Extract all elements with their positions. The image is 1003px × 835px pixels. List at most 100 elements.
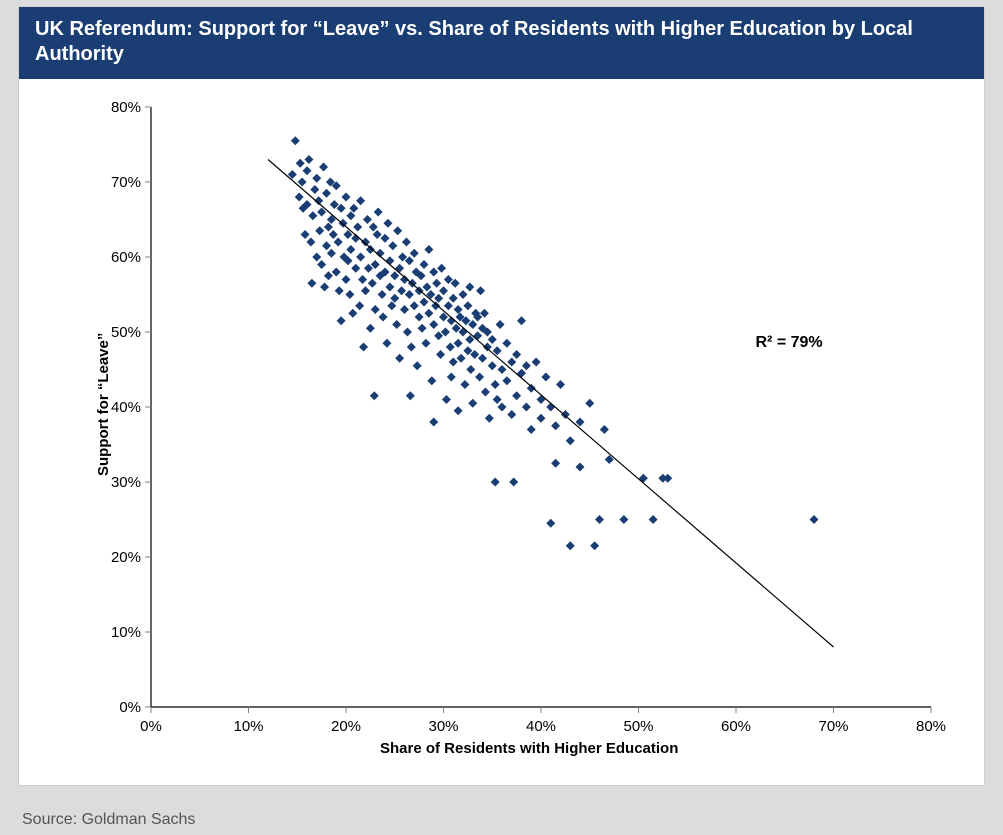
data-point bbox=[537, 414, 546, 423]
data-point bbox=[429, 320, 438, 329]
y-tick-label: 60% bbox=[111, 249, 141, 266]
data-point bbox=[319, 163, 328, 172]
data-point bbox=[600, 425, 609, 434]
y-tick-label: 40% bbox=[111, 399, 141, 416]
data-point bbox=[439, 286, 448, 295]
data-point bbox=[434, 294, 443, 303]
data-point bbox=[324, 223, 333, 232]
data-point bbox=[366, 245, 375, 254]
data-point bbox=[320, 283, 329, 292]
data-point bbox=[317, 260, 326, 269]
x-tick-label: 80% bbox=[916, 718, 946, 735]
data-point bbox=[595, 515, 604, 524]
data-point bbox=[427, 376, 436, 385]
data-point bbox=[429, 268, 438, 277]
data-point bbox=[442, 395, 451, 404]
data-point bbox=[466, 365, 475, 374]
data-point bbox=[475, 373, 484, 382]
data-point bbox=[447, 373, 456, 382]
data-point bbox=[407, 343, 416, 352]
data-point bbox=[488, 361, 497, 370]
x-tick-label: 50% bbox=[623, 718, 653, 735]
data-point bbox=[460, 380, 469, 389]
data-point bbox=[619, 515, 628, 524]
data-point bbox=[334, 238, 343, 247]
data-point bbox=[541, 373, 550, 382]
data-point bbox=[663, 474, 672, 483]
x-tick-label: 30% bbox=[428, 718, 458, 735]
data-point bbox=[507, 358, 516, 367]
data-point bbox=[491, 380, 500, 389]
data-point bbox=[810, 515, 819, 524]
r-squared-annotation: R² = 79% bbox=[756, 334, 823, 351]
data-point bbox=[585, 399, 594, 408]
data-point bbox=[502, 339, 511, 348]
y-tick-label: 10% bbox=[111, 624, 141, 641]
data-point bbox=[509, 478, 518, 487]
x-tick-label: 10% bbox=[233, 718, 263, 735]
data-point bbox=[507, 410, 516, 419]
y-axis-label: Support for “Leave” bbox=[95, 333, 112, 476]
data-point bbox=[356, 253, 365, 262]
data-point bbox=[312, 174, 321, 183]
x-tick-label: 20% bbox=[331, 718, 361, 735]
data-point bbox=[527, 384, 536, 393]
data-point bbox=[454, 305, 463, 314]
data-point bbox=[358, 275, 367, 284]
data-point bbox=[590, 541, 599, 550]
data-point bbox=[576, 463, 585, 472]
source-attribution: Source: Goldman Sachs bbox=[22, 811, 195, 829]
data-point bbox=[491, 478, 500, 487]
data-point bbox=[457, 354, 466, 363]
data-point bbox=[432, 279, 441, 288]
data-point bbox=[307, 279, 316, 288]
data-point bbox=[488, 335, 497, 344]
data-point bbox=[322, 189, 331, 198]
data-point bbox=[388, 241, 397, 250]
data-point bbox=[346, 211, 355, 220]
data-point bbox=[373, 230, 382, 239]
y-tick-label: 50% bbox=[111, 324, 141, 341]
x-tick-label: 70% bbox=[818, 718, 848, 735]
data-point bbox=[393, 226, 402, 235]
page-background: UK Referendum: Support for “Leave” vs. S… bbox=[0, 0, 1003, 835]
data-point bbox=[322, 241, 331, 250]
data-point bbox=[406, 391, 415, 400]
data-point bbox=[402, 238, 411, 247]
data-point bbox=[345, 290, 354, 299]
data-point bbox=[361, 286, 370, 295]
data-point bbox=[385, 283, 394, 292]
scatter-plot-svg: 0%10%20%30%40%50%60%70%80%0%10%20%30%40%… bbox=[81, 97, 961, 767]
data-point bbox=[449, 294, 458, 303]
data-point bbox=[397, 286, 406, 295]
data-point bbox=[291, 136, 300, 145]
data-point bbox=[329, 230, 338, 239]
data-point bbox=[379, 313, 388, 322]
data-point bbox=[356, 196, 365, 205]
data-point bbox=[473, 331, 482, 340]
data-point bbox=[459, 290, 468, 299]
data-point bbox=[374, 208, 383, 217]
data-point bbox=[361, 238, 370, 247]
data-point bbox=[382, 339, 391, 348]
y-tick-label: 30% bbox=[111, 474, 141, 491]
data-point bbox=[454, 406, 463, 415]
data-point bbox=[366, 324, 375, 333]
trend-line bbox=[268, 160, 834, 648]
chart-title: UK Referendum: Support for “Leave” vs. S… bbox=[19, 7, 984, 79]
data-point bbox=[639, 474, 648, 483]
data-point bbox=[327, 249, 336, 258]
data-point bbox=[312, 253, 321, 262]
data-point bbox=[410, 249, 419, 258]
data-point bbox=[363, 215, 372, 224]
data-point bbox=[546, 519, 555, 528]
data-point bbox=[383, 219, 392, 228]
data-point bbox=[431, 301, 440, 310]
x-tick-label: 0% bbox=[140, 718, 162, 735]
data-point bbox=[355, 301, 364, 310]
data-point bbox=[512, 391, 521, 400]
plot-area: 0%10%20%30%40%50%60%70%80%0%10%20%30%40%… bbox=[81, 97, 961, 767]
data-point bbox=[454, 339, 463, 348]
data-point bbox=[556, 380, 565, 389]
y-tick-label: 0% bbox=[119, 699, 141, 716]
